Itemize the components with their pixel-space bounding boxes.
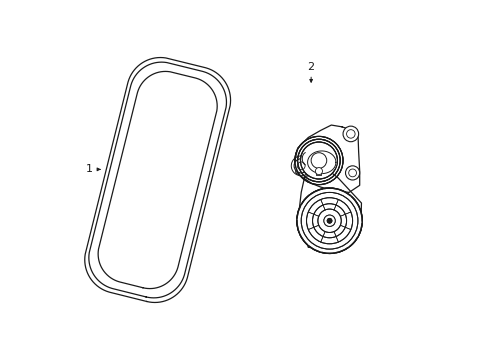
Polygon shape — [295, 125, 359, 192]
Circle shape — [296, 188, 362, 253]
Text: 2: 2 — [307, 62, 314, 72]
Circle shape — [323, 215, 335, 226]
Circle shape — [300, 142, 337, 179]
Circle shape — [343, 126, 358, 142]
Polygon shape — [298, 171, 361, 249]
Text: 1: 1 — [85, 165, 93, 174]
Circle shape — [310, 153, 326, 168]
Polygon shape — [316, 168, 321, 175]
Circle shape — [310, 153, 326, 168]
Circle shape — [326, 218, 331, 223]
Circle shape — [345, 166, 359, 180]
Polygon shape — [307, 151, 335, 174]
Circle shape — [315, 168, 322, 175]
Circle shape — [326, 218, 331, 223]
Circle shape — [296, 188, 362, 253]
Circle shape — [315, 168, 322, 175]
Circle shape — [293, 159, 307, 173]
Polygon shape — [307, 151, 335, 174]
Circle shape — [323, 215, 335, 226]
Polygon shape — [316, 168, 321, 175]
